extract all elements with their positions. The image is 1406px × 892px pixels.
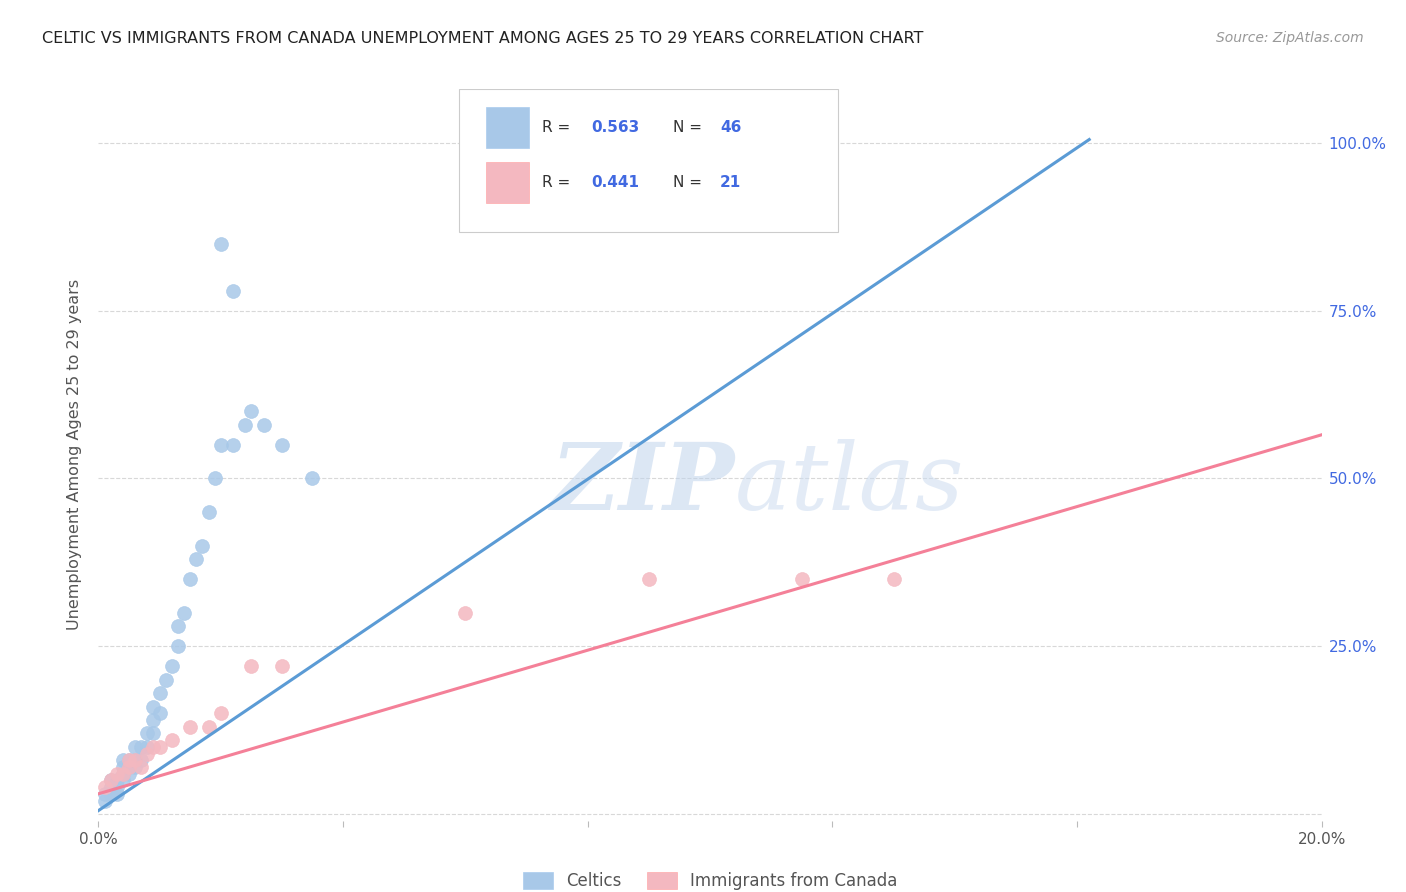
Point xyxy=(179,572,201,586)
Point xyxy=(149,686,172,700)
Point xyxy=(240,659,263,673)
Text: 0.441: 0.441 xyxy=(592,175,640,190)
Point xyxy=(129,753,152,767)
Point xyxy=(222,284,245,298)
Point xyxy=(136,726,159,740)
Point xyxy=(204,471,226,485)
Point xyxy=(100,780,122,794)
Point xyxy=(142,739,165,754)
Point xyxy=(105,780,128,794)
Point xyxy=(142,726,165,740)
Text: N =: N = xyxy=(673,175,707,190)
FancyBboxPatch shape xyxy=(486,162,529,202)
Point xyxy=(124,753,146,767)
FancyBboxPatch shape xyxy=(460,89,838,232)
Point xyxy=(100,773,122,788)
Point xyxy=(454,606,477,620)
Point xyxy=(197,505,219,519)
Point xyxy=(105,766,128,780)
Point xyxy=(129,760,152,774)
Text: atlas: atlas xyxy=(734,439,965,529)
Point xyxy=(111,766,134,780)
Point xyxy=(167,639,190,653)
Point xyxy=(136,739,159,754)
Point xyxy=(173,606,195,620)
Point xyxy=(100,773,122,788)
Point xyxy=(252,417,274,432)
Point xyxy=(149,739,172,754)
Point xyxy=(136,747,159,761)
Point xyxy=(111,773,134,788)
Point xyxy=(124,739,146,754)
Point xyxy=(222,438,245,452)
Point xyxy=(129,739,152,754)
Point xyxy=(142,699,165,714)
Point xyxy=(149,706,172,721)
Point xyxy=(111,766,134,780)
Text: R =: R = xyxy=(543,175,575,190)
Point xyxy=(124,760,146,774)
Text: R =: R = xyxy=(543,120,575,135)
Text: 21: 21 xyxy=(720,175,741,190)
Legend: Celtics, Immigrants from Canada: Celtics, Immigrants from Canada xyxy=(516,865,904,892)
Point xyxy=(301,471,323,485)
Point xyxy=(118,760,141,774)
Point xyxy=(160,659,183,673)
Point xyxy=(209,236,232,251)
Point xyxy=(209,438,232,452)
Point xyxy=(111,753,134,767)
Point xyxy=(637,572,661,586)
Point xyxy=(142,713,165,727)
Point xyxy=(197,720,219,734)
Point xyxy=(167,619,190,633)
Point xyxy=(233,417,256,432)
Point xyxy=(118,766,141,780)
Point xyxy=(93,793,115,807)
Point xyxy=(105,773,128,788)
Text: N =: N = xyxy=(673,120,707,135)
Text: CELTIC VS IMMIGRANTS FROM CANADA UNEMPLOYMENT AMONG AGES 25 TO 29 YEARS CORRELAT: CELTIC VS IMMIGRANTS FROM CANADA UNEMPLO… xyxy=(42,31,924,46)
Point xyxy=(270,659,292,673)
Point xyxy=(191,539,214,553)
Point xyxy=(105,787,128,801)
Point xyxy=(790,572,813,586)
Text: 0.563: 0.563 xyxy=(592,120,640,135)
Y-axis label: Unemployment Among Ages 25 to 29 years: Unemployment Among Ages 25 to 29 years xyxy=(67,279,83,631)
Point xyxy=(160,733,183,747)
Text: 46: 46 xyxy=(720,120,741,135)
Point xyxy=(186,552,208,566)
Text: ZIP: ZIP xyxy=(550,439,734,529)
Point xyxy=(111,760,134,774)
Point xyxy=(118,760,141,774)
Point xyxy=(155,673,177,687)
Point xyxy=(124,753,146,767)
FancyBboxPatch shape xyxy=(486,108,529,148)
Point xyxy=(118,753,141,767)
Point xyxy=(93,780,115,794)
Point xyxy=(270,438,292,452)
Point xyxy=(883,572,905,586)
Text: Source: ZipAtlas.com: Source: ZipAtlas.com xyxy=(1216,31,1364,45)
Point xyxy=(179,720,201,734)
Point xyxy=(118,753,141,767)
Point xyxy=(100,787,122,801)
Point xyxy=(240,404,263,418)
Point xyxy=(93,787,115,801)
Point xyxy=(209,706,232,721)
